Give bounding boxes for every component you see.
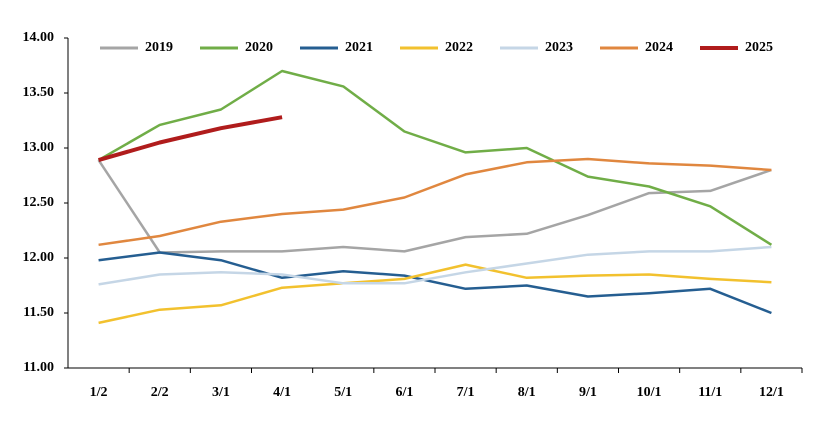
x-tick-label: 8/1 xyxy=(518,385,536,400)
x-tick-label: 11/1 xyxy=(698,385,722,400)
y-tick-label: 13.50 xyxy=(23,85,55,100)
legend-label: 2024 xyxy=(645,40,673,55)
legend-label: 2020 xyxy=(245,40,273,55)
x-tick-label: 6/1 xyxy=(395,385,413,400)
series-line xyxy=(97,159,772,254)
legend-label: 2025 xyxy=(745,40,773,55)
y-tick-label: 13.00 xyxy=(23,140,55,155)
y-tick-label: 11.00 xyxy=(23,360,54,375)
x-tick-label: 5/1 xyxy=(334,385,352,400)
x-tick-label: 4/1 xyxy=(273,385,291,400)
series-line xyxy=(98,157,772,247)
series-line xyxy=(98,115,283,163)
series-line xyxy=(98,251,772,315)
series-line xyxy=(98,245,772,286)
x-tick-label: 7/1 xyxy=(457,385,475,400)
legend-label: 2021 xyxy=(345,40,373,55)
y-tick-label: 14.00 xyxy=(23,30,55,45)
series-line xyxy=(98,263,772,325)
x-tick-label: 1/2 xyxy=(90,385,108,400)
x-tick-label: 10/1 xyxy=(637,385,662,400)
legend-label: 2023 xyxy=(545,40,573,55)
y-tick-label: 12.00 xyxy=(23,250,55,265)
x-tick-label: 3/1 xyxy=(212,385,230,400)
legend-label: 2019 xyxy=(145,40,173,55)
y-tick-label: 12.50 xyxy=(23,195,55,210)
legend-label: 2022 xyxy=(445,40,473,55)
x-tick-label: 12/1 xyxy=(759,385,784,400)
x-tick-label: 9/1 xyxy=(579,385,597,400)
x-tick-label: 2/2 xyxy=(151,385,169,400)
y-tick-label: 11.50 xyxy=(23,305,54,320)
series-line xyxy=(97,69,773,246)
